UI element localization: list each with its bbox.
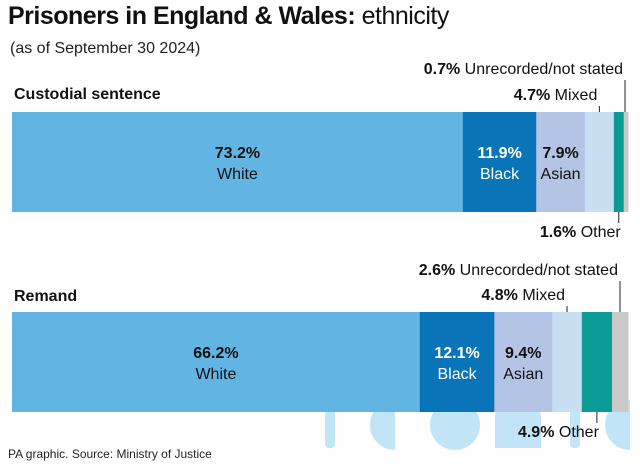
remand-label-asian-pct: 9.4%	[505, 345, 541, 362]
remand-label-white-pct: 66.2%	[193, 345, 238, 362]
custodial-sentence-bar-black	[462, 112, 537, 212]
custodial-sentence-callout-mixed-name: Mixed	[555, 87, 598, 104]
remand-label-asian-name: Asian	[503, 366, 543, 383]
custodial-sentence-bar-mixed	[584, 112, 615, 212]
remand-bar-unrecorded-not-stated	[611, 312, 629, 412]
remand-callout-other-pct: 4.9%	[518, 424, 559, 441]
chart-bars: Custodial sentence 73.2% White 11.9% Black 7.…	[12, 61, 629, 441]
custodial-sentence-label-white-name: White	[217, 166, 258, 183]
remand-bar-black	[419, 312, 495, 412]
remand-callout-unrecorded-not-stated: 2.6% Unrecorded/not stated	[419, 262, 618, 279]
custodial-sentence-label: Custodial sentence	[14, 86, 161, 103]
remand-bar-asian	[494, 312, 553, 412]
remand-callout-other: 4.9% Other	[518, 424, 600, 441]
custodial-sentence-label-asian-name: Asian	[541, 166, 581, 183]
remand-callout-mixed-name: Mixed	[522, 287, 565, 304]
remand-bar-white	[12, 312, 421, 412]
custodial-sentence-callout-other-pct: 1.6%	[540, 224, 581, 241]
remand-callout-unrecorded-not-stated-name: Unrecorded/not stated	[460, 262, 618, 279]
remand-callout-other-name: Other	[559, 424, 600, 441]
custodial-sentence-label-asian-pct: 7.9%	[542, 145, 578, 162]
custodial-sentence-bar-asian	[536, 112, 586, 212]
chart-title-light: ethnicity	[361, 2, 450, 30]
remand-label-black-pct: 12.1%	[434, 345, 479, 362]
custodial-sentence-callout-other: 1.6% Other	[540, 224, 622, 241]
custodial-sentence-callout-unrecorded-not-stated: 0.7% Unrecorded/not stated	[424, 61, 623, 78]
custodial-sentence-bar-unrecorded-not-stated	[623, 112, 629, 212]
custodial-sentence-callout-other-name: Other	[581, 224, 622, 241]
custodial-sentence-bar-other	[613, 112, 625, 212]
custodial-sentence-callout-unrecorded-not-stated-name: Unrecorded/not stated	[465, 61, 623, 78]
remand-bar-other	[581, 312, 613, 412]
custodial-sentence-callout-unrecorded-not-stated-pct: 0.7%	[424, 61, 465, 78]
source-footer: PA graphic. Source: Ministry of Justice	[8, 447, 212, 461]
remand-bar-mixed	[552, 312, 583, 412]
custodial-sentence-label-black-pct: 11.9%	[477, 145, 521, 162]
chart-title-bold: Prisoners in England & Wales:	[8, 2, 356, 30]
chart-title: Prisoners in England & Wales: ethnicity	[8, 2, 449, 31]
remand-callout-unrecorded-not-stated-pct: 2.6%	[419, 262, 460, 279]
custodial-sentence-label-white-pct: 73.2%	[215, 145, 260, 162]
custodial-sentence-callout-mixed: 4.7% Mixed	[514, 87, 598, 104]
custodial-sentence-callout-mixed-pct: 4.7%	[514, 87, 555, 104]
remand-label-black-name: Black	[437, 366, 477, 383]
custodial-sentence-label-black-name: Black	[480, 166, 520, 183]
remand-callout-mixed: 4.8% Mixed	[481, 287, 565, 304]
remand-callout-mixed-pct: 4.8%	[481, 287, 522, 304]
chart-subtitle: (as of September 30 2024)	[10, 40, 201, 57]
custodial-sentence-bar-white	[12, 112, 464, 212]
remand-label-white-name: White	[195, 366, 236, 383]
remand-label: Remand	[14, 288, 77, 305]
